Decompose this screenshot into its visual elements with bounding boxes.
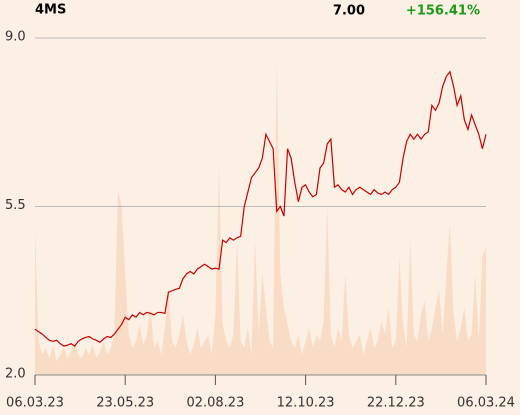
last-price: 7.00 [333, 4, 365, 19]
x-tick-label: 06.03.24 [457, 396, 515, 411]
x-tick-label: 23.05.23 [96, 396, 154, 411]
x-tick-label: 02.08.23 [186, 396, 244, 411]
price-line [34, 70, 487, 347]
x-tick-label: 12.10.23 [277, 396, 335, 411]
y-tick-label: 5.5 [5, 198, 26, 213]
y-tick-label: 2.0 [5, 367, 26, 382]
price-change: +156.41% [406, 4, 480, 19]
volume-area [35, 61, 486, 376]
x-tick-label: 06.03.23 [6, 396, 64, 411]
y-tick-label: 9.0 [5, 30, 26, 45]
x-tick-label: 22.12.23 [367, 396, 425, 411]
chart-title: 4MS [35, 3, 66, 18]
